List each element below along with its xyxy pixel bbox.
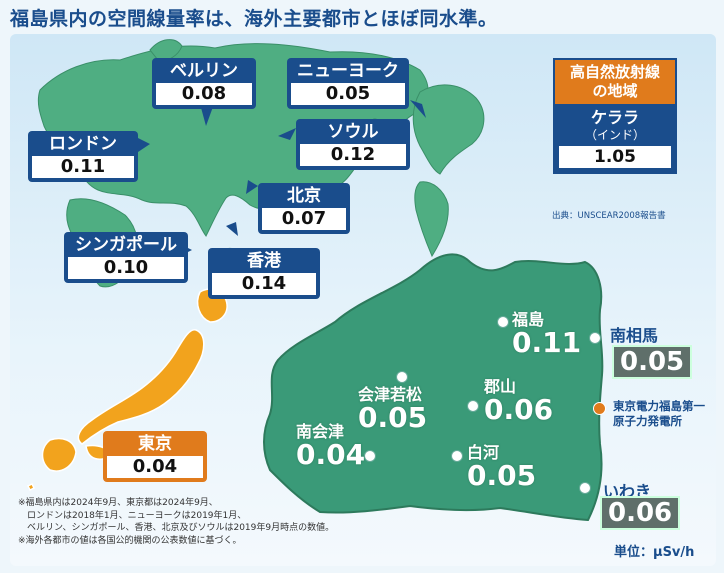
city-dot-fukushima <box>497 316 509 328</box>
city-dot-iwaki <box>579 482 591 494</box>
city-box-tokyo: 東京 0.04 <box>103 431 207 482</box>
city-value: 0.05 <box>467 459 537 492</box>
label-aizuwakamatsu: 会津若松 0.05 <box>358 386 427 432</box>
city-name: ロンドン <box>49 134 117 154</box>
power-plant-label: 東京電力福島第一 原子力発電所 <box>613 399 705 429</box>
london-pointer <box>138 138 150 152</box>
high-radiation-heading: 高自然放射線 の地域 <box>555 60 675 104</box>
city-dot-minamiaizu <box>364 450 376 462</box>
city-name: 北京 <box>287 186 321 206</box>
kerala-value: 1.05 <box>559 146 671 168</box>
honshu <box>77 329 205 445</box>
source-note: 出典：UNSCEAR2008報告書 <box>552 211 666 221</box>
city-dot-shirakawa <box>451 450 463 462</box>
beijing-pointer <box>246 180 258 194</box>
hongkong-pointer <box>226 222 238 236</box>
city-name: 南会津 <box>296 422 345 441</box>
newyork-pointer <box>410 100 426 118</box>
note-line: ※海外各都市の値は各国公的機関の公表数値に基づく。 <box>18 535 242 546</box>
fukushima-prefecture <box>263 253 604 522</box>
label-fukushima: 福島 0.11 <box>512 311 581 357</box>
city-value: 0.14 <box>212 273 316 295</box>
label-minamiaizu: 南会津 0.04 <box>296 423 365 469</box>
city-box-london: ロンドン 0.11 <box>28 131 138 182</box>
plant-line-2: 原子力発電所 <box>613 414 682 428</box>
city-dot-minamisoma <box>589 332 601 344</box>
city-box-seoul: ソウル 0.12 <box>296 119 410 170</box>
note-line: ロンドンは2018年1月、ニューヨークは2019年1月、 <box>18 510 247 521</box>
city-box-berlin: ベルリン 0.08 <box>152 58 256 109</box>
city-name: ニューヨーク <box>297 61 399 81</box>
city-name: ソウル <box>327 122 379 142</box>
kerala-country: （インド） <box>584 128 645 142</box>
city-name: 香港 <box>247 251 281 271</box>
high-radiation-box: 高自然放射線 の地域 ケララ （インド） 1.05 <box>553 58 677 174</box>
city-name: 福島 <box>512 310 545 329</box>
note-line: ※福島県内は2024年9月、東京都は2024年9月、 <box>18 498 218 508</box>
city-dot-koriyama <box>467 400 479 412</box>
footnotes: ※福島県内は2024年9月、東京都は2024年9月、 ロンドンは2018年1月、… <box>18 497 334 547</box>
city-name: ベルリン <box>170 61 238 81</box>
city-value: 0.05 <box>358 401 428 434</box>
city-name: 白河 <box>467 443 500 462</box>
city-box-beijing: 北京 0.07 <box>258 183 350 234</box>
city-value: 0.11 <box>32 156 134 178</box>
city-box-singapore: シンガポール 0.10 <box>64 232 188 283</box>
city-value: 0.08 <box>156 83 252 105</box>
city-value: 0.06 <box>484 393 554 426</box>
power-plant-icon <box>593 402 606 415</box>
city-box-hongkong: 香港 0.14 <box>208 248 320 299</box>
south-america-landmass <box>414 181 449 258</box>
city-box-newyork: ニューヨーク 0.05 <box>287 58 409 109</box>
city-name: 会津若松 <box>358 385 423 404</box>
seoul-pointer <box>278 128 296 140</box>
value-minamisoma: 0.05 <box>612 345 693 379</box>
city-value: 0.05 <box>291 83 405 105</box>
label-shirakawa: 白河 0.05 <box>467 444 536 490</box>
unit-label: 単位：μSv/h <box>614 545 695 560</box>
city-dot-aizuwakamatsu <box>396 371 408 383</box>
heading-line-1: 高自然放射線 <box>569 63 660 81</box>
city-value: 0.12 <box>300 144 406 166</box>
city-name: 東京 <box>138 434 172 454</box>
city-name: 郡山 <box>484 377 517 396</box>
okinawa-dots <box>26 482 36 492</box>
label-koriyama: 郡山 0.06 <box>484 378 553 424</box>
city-value: 0.07 <box>262 208 346 230</box>
note-line: ベルリン、シンガポール、香港、北京及びソウルは2019年9月時点の数値。 <box>18 523 335 533</box>
city-name: シンガポール <box>75 235 177 255</box>
city-value: 0.04 <box>107 456 203 478</box>
kyushu <box>41 437 77 472</box>
label-minamisoma: 南相馬 <box>610 326 659 345</box>
kerala-name: ケララ <box>590 108 639 127</box>
heading-line-2: の地域 <box>592 82 638 100</box>
city-value: 0.10 <box>68 257 184 279</box>
city-value: 0.11 <box>512 326 582 359</box>
city-value: 0.04 <box>296 438 366 471</box>
north-america-landmass <box>412 84 485 175</box>
plant-line-1: 東京電力福島第一 <box>613 399 705 413</box>
page-title: 福島県内の空間線量率は、海外主要都市とほぼ同水準。 <box>10 8 498 30</box>
fukushima-map <box>263 253 604 522</box>
berlin-pointer <box>200 104 214 126</box>
value-iwaki: 0.06 <box>600 496 681 530</box>
